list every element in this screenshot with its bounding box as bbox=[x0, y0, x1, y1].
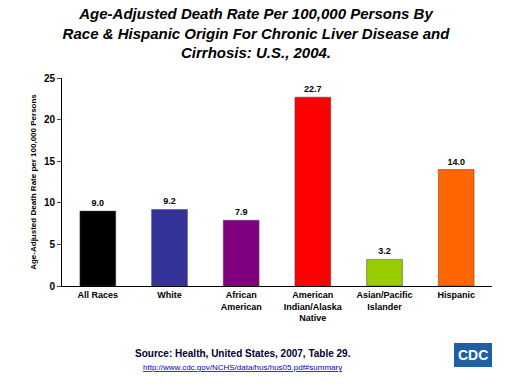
svg-text:AfricanAmerican: AfricanAmerican bbox=[221, 290, 262, 312]
svg-text:White: White bbox=[157, 290, 182, 300]
svg-text:CDC: CDC bbox=[458, 347, 488, 363]
svg-text:Asian/PacificIslander: Asian/PacificIslander bbox=[356, 290, 412, 312]
svg-text:9.2: 9.2 bbox=[163, 196, 176, 206]
svg-text:All Races: All Races bbox=[78, 290, 119, 300]
svg-text:9.0: 9.0 bbox=[92, 198, 105, 208]
svg-text:10: 10 bbox=[44, 197, 56, 208]
svg-text:Age-Adjusted Death Rate Per 10: Age-Adjusted Death Rate Per 100,000 Pers… bbox=[63, 5, 451, 61]
svg-text:http://www.cdc.gov/NCHS/data/h: http://www.cdc.gov/NCHS/data/hus/hus05.p… bbox=[143, 363, 342, 372]
svg-text:7.9: 7.9 bbox=[235, 207, 248, 217]
svg-text:25: 25 bbox=[44, 73, 56, 84]
svg-text:AmericanIndian/AlaskaNative: AmericanIndian/AlaskaNative bbox=[284, 290, 343, 323]
svg-text:Source: Health, United States,: Source: Health, United States, 2007, Tab… bbox=[135, 348, 351, 359]
svg-text:5: 5 bbox=[49, 239, 55, 250]
svg-text:20: 20 bbox=[44, 114, 56, 125]
svg-text:Hispanic: Hispanic bbox=[437, 290, 475, 300]
svg-text:22.7: 22.7 bbox=[304, 84, 322, 94]
svg-text:14.0: 14.0 bbox=[447, 157, 465, 167]
svg-text:Age-Adjusted Death Rate per 10: Age-Adjusted Death Rate per 100,000 Pers… bbox=[29, 94, 38, 270]
svg-text:3.2: 3.2 bbox=[378, 246, 391, 256]
svg-text:15: 15 bbox=[44, 156, 56, 167]
svg-text:0: 0 bbox=[49, 281, 55, 292]
